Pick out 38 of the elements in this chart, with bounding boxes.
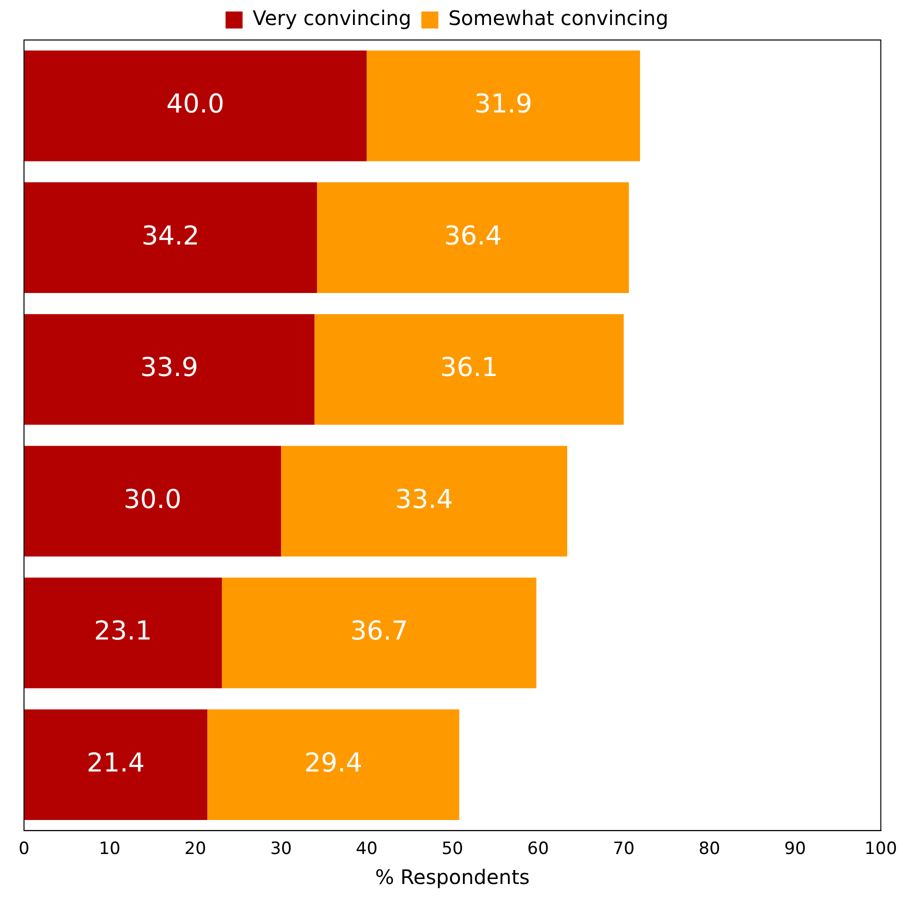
- x-tick-label: 90: [784, 839, 806, 860]
- data-label: 31.9: [474, 90, 532, 120]
- data-label: 34.2: [142, 221, 200, 252]
- x-tick-label: 80: [698, 839, 720, 860]
- bar: [314, 314, 624, 425]
- data-label: 36.7: [350, 616, 408, 647]
- x-tick-label: 40: [356, 839, 378, 860]
- data-label: 33.9: [140, 353, 198, 384]
- bar: [24, 446, 282, 557]
- data-label: 40.0: [166, 90, 224, 120]
- data-label: 36.4: [444, 221, 502, 252]
- legend-label: Somewhat convincing: [448, 6, 668, 30]
- bar: [207, 709, 460, 820]
- x-tick-label: 10: [98, 839, 120, 860]
- data-label: 36.1: [440, 353, 498, 384]
- x-tick-label: 100: [864, 839, 898, 860]
- bar: [222, 578, 536, 688]
- bar: [24, 314, 314, 425]
- x-tick-label: 50: [442, 839, 464, 860]
- bar: [317, 182, 629, 293]
- data-label: 30.0: [124, 484, 182, 515]
- x-tick-label: 30: [270, 839, 292, 860]
- data-label: 29.4: [304, 748, 362, 778]
- bar: [24, 578, 222, 688]
- bar: [24, 182, 318, 293]
- bar: [281, 446, 568, 557]
- data-label: 33.4: [395, 484, 454, 515]
- data-label: 21.4: [86, 748, 145, 778]
- legend-label: Very convincing: [252, 6, 412, 30]
- x-tick-label: 70: [612, 839, 635, 860]
- x-tick-label: 0: [18, 839, 30, 860]
- x-tick-label: 60: [527, 839, 549, 860]
- bar: [24, 709, 208, 820]
- data-label: 23.1: [94, 616, 152, 647]
- x-tick-label: 20: [184, 839, 206, 860]
- x-axis-title: % Respondents: [375, 865, 530, 890]
- bar: [24, 50, 367, 162]
- bar: [366, 50, 640, 162]
